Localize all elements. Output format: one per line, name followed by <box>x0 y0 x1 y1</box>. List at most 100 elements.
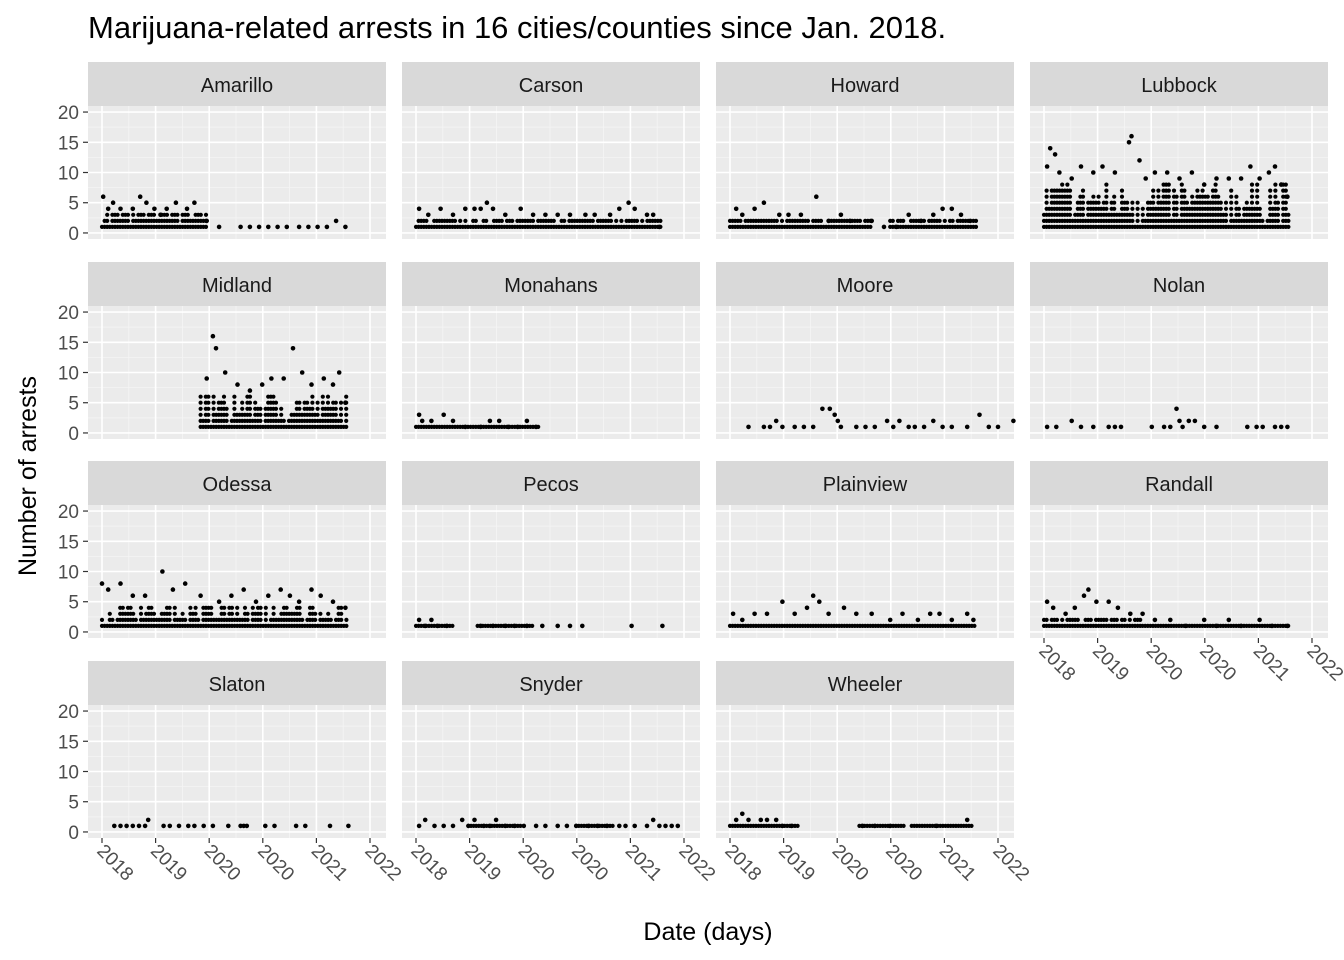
data-point <box>167 611 172 616</box>
data-point <box>167 617 172 623</box>
data-point <box>912 424 918 430</box>
data-point <box>533 823 539 829</box>
data-point <box>1130 206 1135 211</box>
data-point <box>210 823 216 829</box>
data-point <box>949 617 955 623</box>
data-point <box>1166 188 1171 193</box>
facet-strip-label: Nolan <box>1153 275 1205 297</box>
data-point <box>503 623 508 629</box>
data-point <box>203 212 209 217</box>
data-point <box>241 587 246 592</box>
data-point <box>118 823 123 829</box>
data-point <box>204 376 209 381</box>
data-point <box>275 224 280 230</box>
data-point <box>1125 206 1130 211</box>
data-point <box>293 823 299 829</box>
data-point <box>110 200 116 205</box>
data-point <box>1067 206 1073 211</box>
data-point <box>1063 611 1068 617</box>
data-point <box>344 406 349 411</box>
data-point <box>1266 170 1272 175</box>
data-point <box>253 400 258 405</box>
data-point <box>1189 170 1195 175</box>
y-tick-label: 10 <box>58 763 79 784</box>
data-point <box>854 424 859 430</box>
data-point <box>1257 206 1262 211</box>
data-point <box>1177 176 1182 181</box>
data-point <box>142 823 148 829</box>
data-point <box>297 611 302 616</box>
facet-strip-label: Pecos <box>523 474 579 496</box>
data-point <box>99 581 105 586</box>
x-tick-label: 2022 <box>674 841 719 886</box>
data-point <box>344 424 349 429</box>
data-point <box>209 605 214 610</box>
data-point <box>180 611 185 616</box>
data-point <box>752 611 757 617</box>
x-tick-label: 2022 <box>360 841 405 886</box>
data-point <box>198 212 203 217</box>
data-point <box>221 400 227 405</box>
data-point <box>450 823 456 829</box>
data-point <box>452 218 458 223</box>
data-point <box>339 605 344 610</box>
data-point <box>247 394 253 399</box>
data-point <box>192 823 197 829</box>
data-point <box>258 418 263 423</box>
facet-strip <box>88 461 386 505</box>
facet-strip-label: Howard <box>831 75 900 97</box>
data-point <box>798 212 804 218</box>
data-point <box>780 424 785 430</box>
data-point <box>263 611 268 616</box>
data-point <box>1184 200 1190 205</box>
data-point <box>506 424 511 430</box>
y-tick-label: 15 <box>58 532 79 553</box>
data-point <box>284 605 289 610</box>
data-point <box>1127 617 1132 623</box>
data-point <box>1283 182 1288 187</box>
x-tick-label: 2018 <box>92 841 137 886</box>
data-point <box>1286 212 1291 217</box>
data-point <box>297 605 302 610</box>
data-point <box>964 611 970 617</box>
data-point <box>152 206 157 212</box>
data-point <box>232 400 237 405</box>
data-point <box>324 224 330 230</box>
data-point <box>1075 617 1080 623</box>
y-tick-label: 0 <box>68 424 79 445</box>
facet-panel-plainview: Plainview <box>716 461 1014 638</box>
data-point <box>305 400 310 405</box>
data-point <box>306 224 311 230</box>
data-point <box>995 424 1001 430</box>
data-point <box>949 424 955 430</box>
data-point <box>530 218 536 223</box>
data-point <box>416 823 422 829</box>
data-point <box>175 218 180 223</box>
data-point <box>779 218 785 223</box>
data-point <box>343 605 348 611</box>
data-point <box>232 406 237 411</box>
data-point <box>675 823 681 829</box>
data-point <box>1054 424 1059 430</box>
data-point <box>222 611 227 616</box>
data-point <box>297 400 302 405</box>
data-point <box>629 623 634 629</box>
data-point <box>835 418 841 424</box>
data-point <box>1268 188 1273 193</box>
data-point <box>1174 212 1179 217</box>
data-point <box>617 823 622 829</box>
data-point <box>499 218 504 223</box>
x-tick-label: 2020 <box>1195 641 1240 686</box>
data-point <box>1171 188 1177 193</box>
data-point <box>201 823 206 829</box>
data-point <box>419 418 425 424</box>
data-point <box>183 617 188 623</box>
data-point <box>804 605 810 611</box>
data-point <box>310 605 315 610</box>
data-point <box>1091 424 1096 430</box>
data-point <box>887 617 893 623</box>
facet-strip <box>402 461 700 505</box>
facet-panel-nolan: Nolan <box>1030 262 1328 439</box>
data-point <box>949 206 955 212</box>
